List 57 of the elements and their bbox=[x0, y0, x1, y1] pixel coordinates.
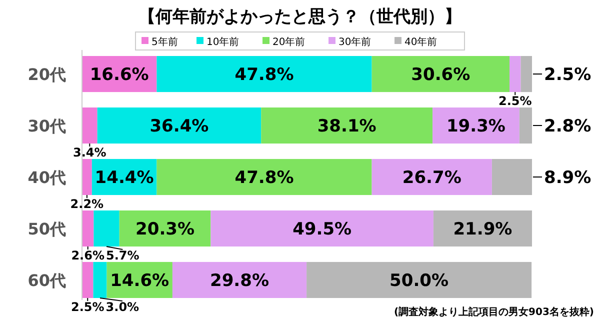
bar bbox=[82, 158, 92, 196]
bar bbox=[372, 158, 492, 196]
text: (調査対象より上記項目の男女903名を抜粋) bbox=[394, 306, 594, 318]
bar bbox=[261, 107, 433, 144]
bar bbox=[82, 210, 94, 247]
bar bbox=[97, 107, 262, 144]
data-label: 47.8% bbox=[234, 168, 294, 188]
data-label: 19.3% bbox=[446, 116, 506, 137]
y-tick-label: 60代 bbox=[28, 270, 66, 290]
legend-label: 40年前 bbox=[404, 36, 438, 48]
legend-label: 5年前 bbox=[152, 36, 178, 48]
y-tick-label: 30代 bbox=[28, 116, 66, 136]
data-label: 36.4% bbox=[150, 116, 209, 137]
data-label: 14.4% bbox=[94, 168, 154, 188]
y-tick-label: 20代 bbox=[28, 65, 66, 84]
data-label: 38.1% bbox=[317, 116, 376, 137]
chart-title: 【何年前がよかったと思う？（世代別）】 bbox=[138, 7, 462, 27]
data-label: 2.5% bbox=[544, 65, 592, 86]
bar bbox=[82, 107, 98, 144]
legend-label: 30年前 bbox=[338, 36, 372, 48]
data-label: 50.0% bbox=[390, 270, 449, 291]
bar bbox=[94, 210, 120, 247]
bar bbox=[520, 56, 532, 92]
data-label: 2.6% bbox=[71, 248, 104, 263]
legend-label: 10年前 bbox=[206, 36, 240, 48]
data-label: 2.5% bbox=[498, 94, 532, 108]
data-label: 5.7% bbox=[106, 248, 140, 263]
data-label: 14.6% bbox=[110, 270, 170, 291]
bar bbox=[93, 262, 107, 298]
bar bbox=[306, 262, 532, 298]
data-label: 2.8% bbox=[544, 116, 592, 137]
data-label: 2.2% bbox=[70, 197, 104, 212]
bar bbox=[492, 158, 532, 196]
data-label: 26.7% bbox=[402, 168, 462, 188]
bar bbox=[82, 262, 94, 298]
bar bbox=[210, 210, 434, 247]
bar bbox=[156, 158, 372, 196]
data-label: 2.5% bbox=[70, 300, 104, 314]
data-label: 3.4% bbox=[73, 146, 106, 160]
bar bbox=[510, 56, 521, 92]
bar bbox=[433, 210, 532, 247]
y-tick-label: 40代 bbox=[28, 168, 66, 187]
data-label: 16.6% bbox=[90, 65, 149, 86]
bar bbox=[519, 107, 532, 144]
data-label: 3.0% bbox=[106, 300, 140, 314]
data-label: 8.9% bbox=[544, 168, 592, 188]
data-label: 47.8% bbox=[234, 65, 294, 86]
data-label: 29.8% bbox=[210, 270, 269, 291]
data-label: 20.3% bbox=[136, 219, 195, 240]
data-label: 30.6% bbox=[411, 65, 470, 86]
data-label: 49.5% bbox=[292, 219, 352, 240]
legend-label: 20年前 bbox=[272, 36, 306, 48]
bar bbox=[156, 56, 372, 92]
y-tick-label: 50代 bbox=[28, 219, 66, 238]
data-label: 21.9% bbox=[453, 219, 512, 240]
bar bbox=[172, 262, 307, 298]
bar bbox=[372, 56, 510, 92]
